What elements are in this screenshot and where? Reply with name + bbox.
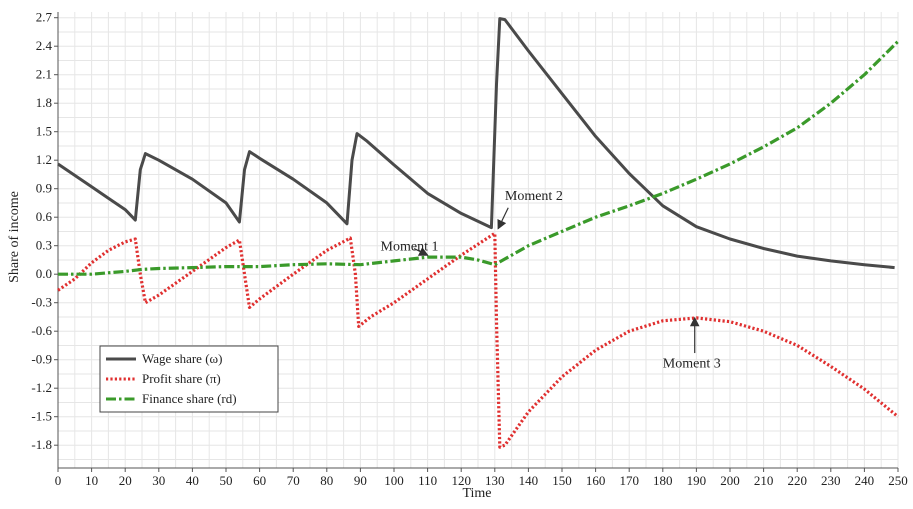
x-tick-label: 130	[485, 473, 505, 488]
legend-label-2: Profit share (π)	[142, 371, 221, 386]
y-tick-label: 0.0	[36, 266, 52, 281]
legend-label-3: Finance share (rd)	[142, 391, 237, 406]
y-tick-label: 1.8	[36, 95, 52, 110]
x-tick-label: 250	[888, 473, 908, 488]
y-axis-title: Share of income	[7, 191, 22, 283]
x-axis-title: Time	[462, 486, 491, 501]
x-tick-label: 100	[384, 473, 404, 488]
x-tick-label: 210	[754, 473, 774, 488]
x-tick-label: 150	[552, 473, 572, 488]
x-tick-label: 30	[152, 473, 165, 488]
y-tick-label: -0.9	[31, 352, 52, 367]
axes: 0 10 20 30 40 50 60 70 80 90 100 110 120 130 140 150 160…	[31, 10, 907, 488]
y-tick-label: -1.2	[31, 380, 52, 395]
y-tick-label: -1.5	[31, 409, 52, 424]
annotation-label-1: Moment 1	[381, 239, 439, 254]
y-tick-label: 0.6	[36, 209, 53, 224]
x-tick-label: 200	[720, 473, 740, 488]
y-tick-label: 2.4	[36, 38, 53, 53]
x-tick-label: 40	[186, 473, 199, 488]
x-tick-label: 10	[85, 473, 98, 488]
series-line-1	[57, 17, 895, 270]
x-tick-label: 70	[287, 473, 300, 488]
series-layer	[57, 17, 900, 449]
y-tick-label: -0.6	[31, 323, 52, 338]
legend-label-1: Wage share (ω)	[142, 351, 222, 366]
y-tick-label: 1.5	[36, 124, 52, 139]
y-tick-label: -1.8	[31, 437, 52, 452]
x-tick-label: 230	[821, 473, 841, 488]
annotation-arrow-1	[413, 247, 429, 256]
y-tick-label: 0.3	[36, 238, 52, 253]
series-line-3	[58, 40, 900, 276]
x-tick-label: 90	[354, 473, 367, 488]
x-tick-label: 140	[519, 473, 539, 488]
y-tick-label: 2.7	[36, 10, 53, 25]
x-tick-label: 20	[119, 473, 132, 488]
x-tick-label: 190	[687, 473, 707, 488]
series-line-2	[57, 231, 900, 449]
annotation-label-2: Moment 2	[505, 189, 563, 204]
y-tick-label: 1.2	[36, 152, 52, 167]
x-tick-label: 80	[320, 473, 333, 488]
x-tick-label: 0	[55, 473, 62, 488]
legend: Wage share (ω) Profit share (π) Finance sh…	[99, 345, 279, 413]
x-tick-label: 240	[855, 473, 875, 488]
x-tick-label: 120	[451, 473, 471, 488]
annotation-label-3: Moment 3	[663, 356, 721, 371]
y-tick-label: -0.3	[31, 295, 52, 310]
y-tick-label: 0.9	[36, 181, 52, 196]
y-tick-label: 2.1	[36, 67, 52, 82]
x-tick-label: 180	[653, 473, 673, 488]
annotation-arrow-2	[497, 207, 509, 230]
x-tick-label: 160	[586, 473, 606, 488]
x-tick-label: 170	[619, 473, 639, 488]
x-tick-label: 110	[418, 473, 437, 488]
x-tick-label: 60	[253, 473, 266, 488]
x-tick-label: 50	[220, 473, 233, 488]
x-tick-label: 220	[787, 473, 807, 488]
annotations: Moment 1 Moment 2 Moment 3	[381, 189, 721, 371]
